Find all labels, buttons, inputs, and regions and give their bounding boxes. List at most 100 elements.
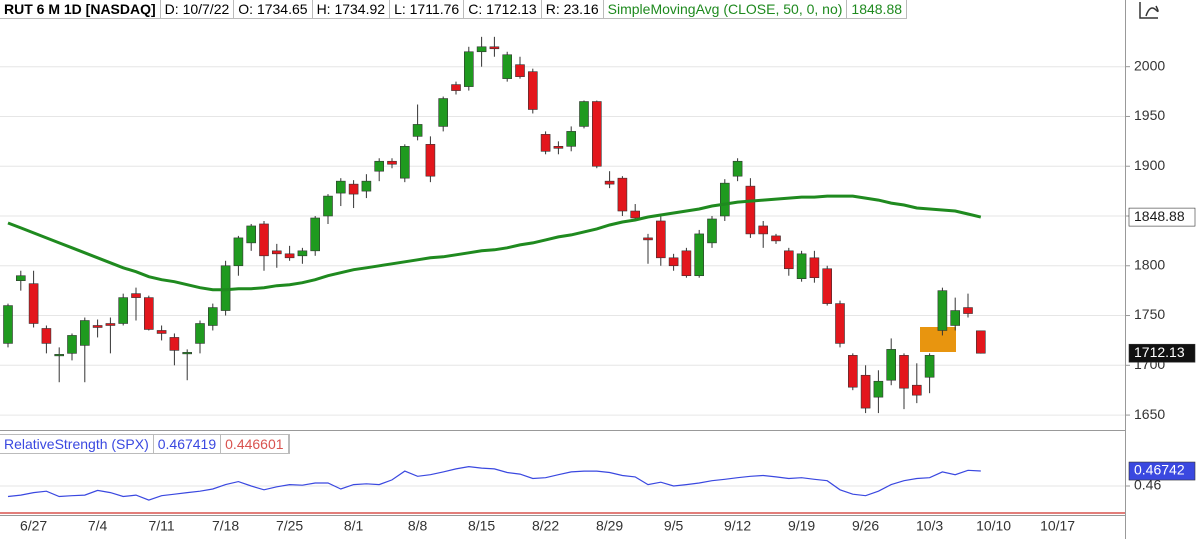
candle-body (950, 310, 961, 326)
candle-body (118, 297, 128, 324)
candle-body (67, 335, 77, 354)
badge-label: 1712.13 (1134, 344, 1185, 360)
badge-label: 1848.88 (1134, 208, 1185, 224)
high-field: H: 1734.92 (313, 0, 391, 18)
candle-body (476, 46, 487, 53)
label: L: (394, 1, 406, 17)
candle-body (310, 217, 321, 252)
candle-body (847, 355, 858, 388)
scale-icon[interactable] (1139, 2, 1159, 19)
candle-body (924, 355, 935, 378)
candle-body (591, 101, 602, 167)
x-tick-label: 7/18 (212, 518, 239, 534)
candle-body (182, 352, 192, 355)
study-value: 0.467419 (154, 435, 222, 453)
value-badge (1128, 343, 1196, 363)
value: 1734.92 (334, 1, 386, 17)
candle-body (387, 160, 397, 165)
candle-body (80, 320, 90, 346)
y-tick-label: 1650 (1134, 406, 1165, 422)
candle-body (502, 54, 513, 79)
candle-body (655, 220, 666, 259)
reference-value: 0.446601 (221, 435, 289, 453)
candle-body (28, 283, 39, 324)
x-tick-label: 9/19 (788, 518, 815, 534)
candle-body (271, 250, 282, 255)
candle-body (105, 323, 116, 326)
candle-body (144, 297, 154, 330)
icon-axis (1139, 2, 1158, 19)
candle-body (156, 330, 167, 334)
candle-body (732, 160, 743, 177)
candle-body (771, 235, 781, 242)
candle-body (860, 374, 871, 409)
candle-body (54, 354, 65, 357)
value: 1712.13 (486, 1, 537, 17)
x-tick-label: 10/10 (976, 518, 1011, 534)
highlight-box (920, 327, 956, 352)
y-tick-label: 1800 (1134, 256, 1165, 272)
y-tick-label: 1900 (1134, 157, 1165, 173)
candle-body (348, 183, 359, 195)
candles (3, 36, 986, 414)
x-tick-label: 9/5 (664, 518, 684, 534)
y-tick-label: 1750 (1134, 306, 1165, 322)
value: 1734.65 (256, 1, 308, 17)
x-tick-label: 8/15 (468, 518, 495, 534)
candle-body (566, 131, 577, 147)
candle-body (131, 293, 141, 298)
icon-curve (1145, 5, 1159, 17)
candle-body (489, 46, 500, 50)
candle-body (208, 307, 218, 326)
candle-body (643, 237, 653, 241)
candle-body (451, 84, 461, 91)
candle-body (758, 225, 769, 235)
candle-body (297, 250, 308, 257)
quote-header: RUT 6 M 1D [NASDAQ] D: 10/7/22 O: 1734.6… (0, 0, 908, 19)
candle-body (719, 182, 730, 217)
value: 23.16 (563, 1, 599, 17)
close-field: C: 1712.13 (464, 0, 542, 18)
candle-body (3, 305, 13, 344)
label: C: (468, 1, 483, 17)
candle-body (527, 71, 538, 110)
x-tick-label: 7/25 (276, 518, 303, 534)
label: D: (164, 1, 179, 17)
candle-body (438, 98, 449, 127)
candle-body (540, 134, 551, 152)
candle-body (246, 225, 256, 244)
low-field: L: 1711.76 (390, 0, 465, 18)
candle-body (783, 250, 794, 270)
candle-body (707, 218, 717, 244)
candle-body (873, 380, 884, 398)
candle-body (617, 177, 628, 212)
x-tick-label: 9/12 (724, 518, 751, 534)
value-badge (1128, 207, 1196, 227)
candle-body (822, 268, 833, 304)
candle-body (899, 355, 909, 389)
x-tick-label: 8/29 (596, 518, 623, 534)
date-field: D: 10/7/22 (161, 0, 235, 18)
candle-body (835, 303, 845, 344)
value: 10/7/22 (182, 1, 230, 17)
candle-body (604, 180, 615, 185)
study-value: 1848.88 (847, 0, 908, 18)
badge-label: 0.46742 (1134, 462, 1185, 478)
candle-body (169, 337, 180, 351)
candle-body (809, 257, 820, 279)
y-tick-label: 2000 (1134, 57, 1165, 73)
candle-body (911, 384, 922, 396)
candle-body (963, 307, 973, 314)
candle-body (425, 144, 436, 177)
symbol: RUT 6 M 1D [NASDAQ] (0, 0, 161, 18)
candle-body (92, 325, 103, 328)
candle-body (41, 328, 52, 344)
x-tick-label: 7/4 (88, 518, 108, 534)
x-tick-label: 8/1 (344, 518, 364, 534)
rs-header: RelativeStrength (SPX) 0.467419 0.446601 (0, 434, 290, 454)
candle-body (681, 250, 692, 277)
candle-body (195, 323, 205, 344)
label: H: (316, 1, 331, 17)
